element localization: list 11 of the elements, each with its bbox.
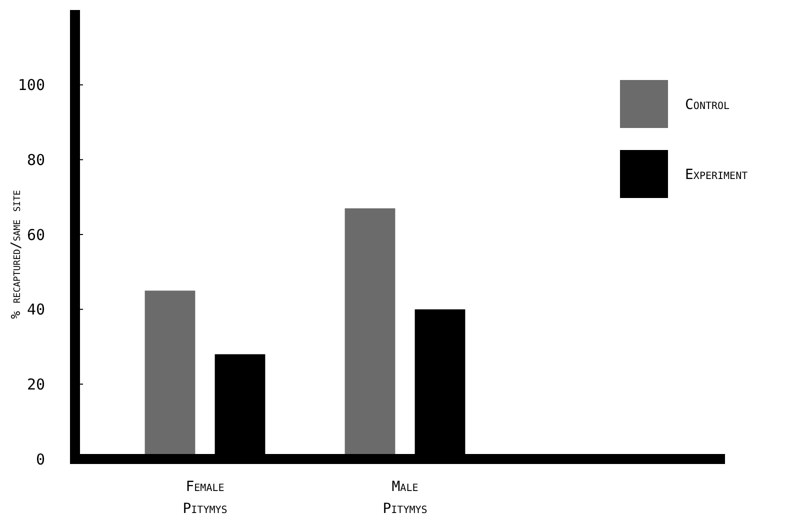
x-tick-label: Male Pitymys [382,479,428,517]
y-tick-label: 60 [26,226,45,244]
y-tick-label: 80 [26,150,45,169]
text: Experiment [685,166,748,183]
y-tick-label: 40 [26,300,45,319]
y-tick-label: 0 [36,450,45,468]
y-tick-label: 100 [18,76,45,94]
y-axis-title: % recaptured/same site [9,190,24,319]
y-tick-label: 20 [26,375,45,394]
text: Control [685,96,730,113]
x-tick-label: Female Pitymys [182,479,228,517]
